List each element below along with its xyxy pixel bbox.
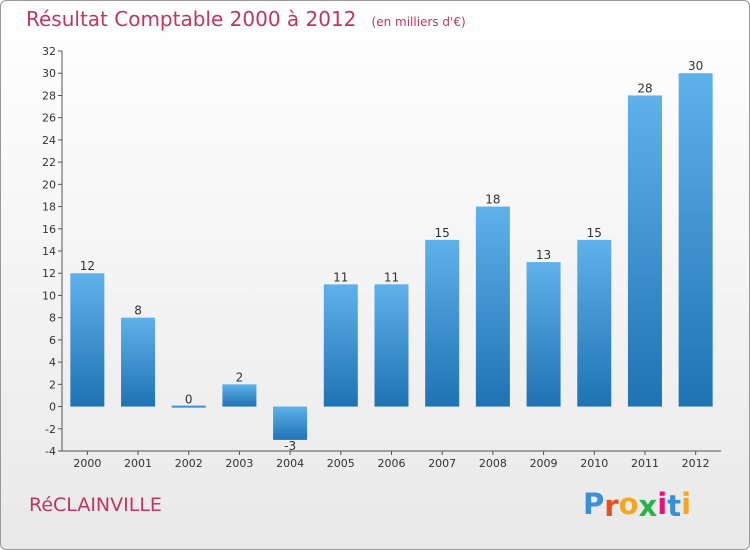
y-tick-label: 12 [42,267,56,280]
x-tick-label: 2009 [530,457,558,470]
bar [627,95,662,407]
bar [577,239,612,407]
bar [121,317,156,407]
proxiti-logo[interactable]: Proxiti [583,487,692,523]
x-tick-label: 2001 [124,457,152,470]
bars [70,73,713,440]
chart-title-text: Résultat Comptable 2000 à 2012 [26,7,357,31]
x-tick-label: 2007 [428,457,456,470]
x-tick-label: 2004 [276,457,304,470]
bar [526,262,561,407]
bar [475,206,510,407]
x-tick-label: 2010 [580,457,608,470]
value-labels: 12 8 0 2 -3 11 11 15 18 13 15 28 30 [80,59,704,453]
bar [171,405,206,408]
y-tick-label: 32 [42,45,56,58]
value-label: 11 [384,270,399,284]
y-tick-label: 24 [42,134,56,147]
y-tick-label: 18 [42,201,56,214]
bar [425,239,460,407]
value-label: 2 [236,370,244,384]
logo-letter: x [638,489,658,523]
bar [222,384,257,407]
x-tick-label: 2011 [631,457,659,470]
x-tick-label: 2008 [479,457,507,470]
x-tick-label: 2003 [225,457,253,470]
y-tick-label: 0 [49,401,56,414]
value-label: 11 [333,270,348,284]
town-name: RéCLAINVILLE [29,494,162,516]
logo-letter: i [681,487,692,521]
logo-letter: r [604,489,619,523]
y-tick-label: -2 [45,423,56,436]
bar [323,284,358,407]
y-tick-label: 10 [42,289,56,302]
logo-letter: P [583,487,605,521]
x-tick-label: 2005 [327,457,355,470]
y-tick-label: 6 [49,334,56,347]
value-label: 8 [134,304,142,318]
y-tick-label: 26 [42,112,56,125]
bar [374,284,409,407]
value-label: 12 [80,259,95,273]
chart-title: Résultat Comptable 2000 à 2012 (en milli… [26,7,466,31]
value-label: 15 [587,226,602,240]
value-label: 13 [536,248,551,262]
y-tick-label: 4 [49,356,56,369]
value-label: 28 [637,81,652,95]
bar [273,406,308,440]
x-tick-label: 2012 [682,457,710,470]
x-tick-label: 2000 [73,457,101,470]
y-tick-label: 20 [42,178,56,191]
y-tick-label: -4 [45,445,56,458]
value-label: -3 [284,439,296,453]
chart-unit: (en milliers d'€) [371,15,466,29]
y-tick-label: 2 [49,378,56,391]
bar [678,73,713,407]
y-tick-label: 16 [42,223,56,236]
logo-letter: i [657,487,668,521]
bar [70,273,105,407]
y-tick-label: 30 [42,67,56,80]
logo-letter: t [667,489,682,523]
y-tick-label: 22 [42,156,56,169]
y-tick-label: 8 [49,312,56,325]
logo-letter: o [618,487,639,521]
y-tick-label: 14 [42,245,56,258]
value-label: 0 [185,393,193,407]
value-label: 18 [485,193,500,207]
x-tick-label: 2006 [378,457,406,470]
value-label: 30 [688,59,703,73]
y-tick-label: 28 [42,89,56,102]
x-tick-label: 2002 [175,457,203,470]
value-label: 15 [435,226,450,240]
